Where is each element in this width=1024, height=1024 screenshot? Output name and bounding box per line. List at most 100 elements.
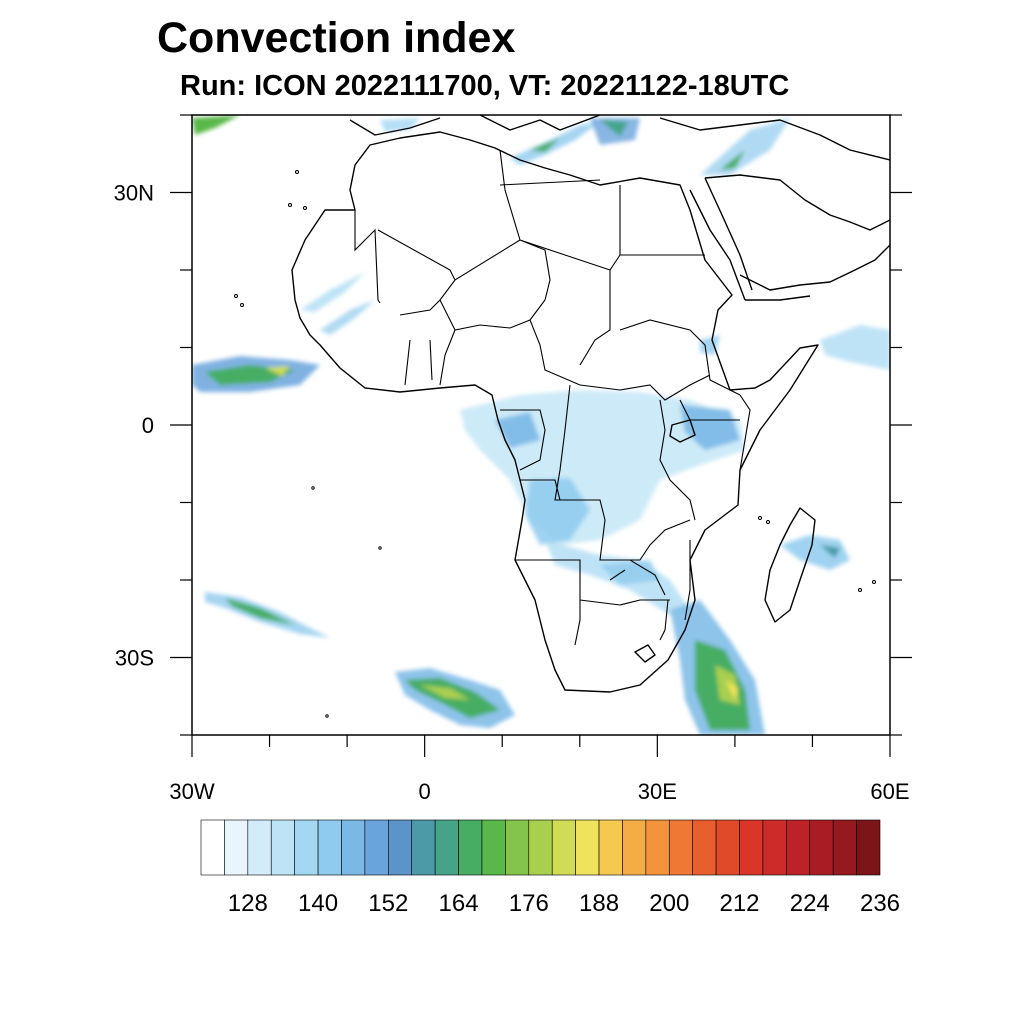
border-line xyxy=(515,479,691,646)
island xyxy=(288,203,292,207)
island xyxy=(758,516,762,520)
convection-cell xyxy=(725,680,738,700)
convection-cell xyxy=(700,118,790,175)
colorbar-swatch xyxy=(317,819,342,876)
arabian-peninsula xyxy=(704,174,890,301)
y-tick-label: 30N xyxy=(114,181,154,206)
convection-field xyxy=(192,115,890,735)
border-line xyxy=(500,384,696,561)
colorbar-swatch xyxy=(668,819,693,876)
axis-ticks xyxy=(170,114,912,757)
chart-subtitle: Run: ICON 2022111700, VT: 20221122-18UTC xyxy=(180,70,790,102)
colorbar-swatch xyxy=(458,819,483,876)
convection-cell xyxy=(495,412,540,448)
border-line xyxy=(404,299,531,386)
coastlines xyxy=(291,115,890,693)
colorbar-swatch xyxy=(715,819,740,876)
lake-victoria xyxy=(669,419,696,443)
colorbar xyxy=(200,819,881,876)
colorbar-swatch xyxy=(364,819,389,876)
x-tick-label: 30W xyxy=(169,779,214,804)
convection-cell xyxy=(225,598,295,625)
colorbar-swatch xyxy=(411,819,436,876)
colorbar-label: 212 xyxy=(719,890,759,917)
island xyxy=(311,486,315,490)
colorbar-swatch xyxy=(294,819,319,876)
colorbar-swatch xyxy=(622,819,647,876)
colorbar-label: 140 xyxy=(298,890,338,917)
convection-cell xyxy=(320,300,375,335)
colorbar-swatch xyxy=(200,819,225,876)
border-line xyxy=(679,394,751,471)
island xyxy=(303,206,307,210)
colorbar-label: 128 xyxy=(228,890,268,917)
red-sea-coast xyxy=(689,177,753,301)
africa-coastline xyxy=(291,131,819,693)
x-tick-label: 0 xyxy=(419,779,431,804)
colorbar-swatch xyxy=(551,819,576,876)
convection-cell xyxy=(780,535,850,570)
y-tick-label: 0 xyxy=(142,413,154,438)
y-tick-label: 30S xyxy=(115,646,154,671)
colorbar-label: 152 xyxy=(368,890,408,917)
island xyxy=(234,294,238,298)
colorbar-swatch xyxy=(505,819,530,876)
colorbar-swatch xyxy=(832,819,857,876)
colorbar-swatch xyxy=(341,819,366,876)
mediterranean-coast-north xyxy=(349,115,890,161)
colorbar-label: 188 xyxy=(579,890,619,917)
island xyxy=(858,588,862,592)
lesotho xyxy=(634,644,656,663)
colorbar-swatch xyxy=(739,819,764,876)
colorbar-swatch xyxy=(388,819,413,876)
x-tick-label: 30E xyxy=(638,779,677,804)
colorbar-swatch xyxy=(809,819,834,876)
colorbar-swatch xyxy=(856,819,881,876)
convection-cell xyxy=(420,685,470,700)
x-tick-label: 60E xyxy=(870,779,909,804)
colorbar-swatch xyxy=(762,819,787,876)
colorbar-swatch xyxy=(575,819,600,876)
island xyxy=(325,714,329,718)
colorbar-swatch xyxy=(786,819,811,876)
colorbar-label: 176 xyxy=(509,890,549,917)
islands xyxy=(234,170,876,718)
country-borders xyxy=(354,149,751,646)
colorbar-swatch xyxy=(224,819,249,876)
colorbar-swatch xyxy=(528,819,553,876)
island xyxy=(766,520,770,524)
convection-cell xyxy=(510,122,600,165)
colorbar-swatch xyxy=(692,819,717,876)
island xyxy=(240,303,244,307)
madagascar xyxy=(764,507,816,623)
colorbar-swatch xyxy=(645,819,670,876)
convection-cell xyxy=(600,120,628,136)
convection-cell xyxy=(720,150,745,170)
convection-cell xyxy=(820,325,890,370)
colorbar-labels: 128 140 152 164 176 188 200 212 224 236 xyxy=(228,890,900,917)
colorbar-swatch xyxy=(481,819,506,876)
convection-cell xyxy=(680,405,740,450)
colorbar-label: 236 xyxy=(860,890,900,917)
convection-cell xyxy=(820,545,840,558)
colorbar-swatch xyxy=(434,819,459,876)
convection-cell xyxy=(600,560,660,585)
colorbar-label: 200 xyxy=(649,890,689,917)
convection-cell xyxy=(300,272,365,312)
island xyxy=(872,580,876,584)
convection-cell xyxy=(525,478,590,545)
colorbar-swatch xyxy=(270,819,295,876)
colorbar-label: 164 xyxy=(439,890,479,917)
axis-tick-labels: 30N 0 30S 30W 0 30E 60E xyxy=(114,181,910,805)
island xyxy=(295,170,299,174)
border-line xyxy=(354,149,705,316)
chart-title: Convection index xyxy=(157,14,516,62)
island xyxy=(378,546,382,550)
colorbar-swatch xyxy=(598,819,623,876)
border-line xyxy=(529,270,741,401)
convection-cell xyxy=(530,138,560,152)
colorbar-swatch xyxy=(247,819,272,876)
convection-cell xyxy=(192,115,240,135)
convection-cell xyxy=(265,366,290,376)
